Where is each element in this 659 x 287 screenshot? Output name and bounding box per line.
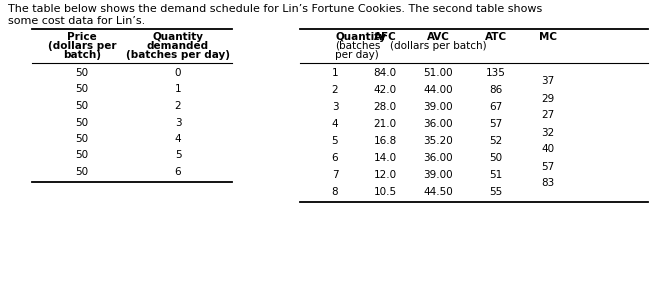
Text: 29: 29: [542, 94, 555, 104]
Text: 67: 67: [490, 102, 503, 112]
Text: Price: Price: [67, 32, 97, 42]
Text: 1: 1: [331, 68, 338, 78]
Text: 44.50: 44.50: [423, 187, 453, 197]
Text: 27: 27: [542, 110, 555, 121]
Text: 21.0: 21.0: [374, 119, 397, 129]
Text: 0: 0: [175, 68, 181, 78]
Text: 50: 50: [75, 150, 88, 160]
Text: batch): batch): [63, 50, 101, 60]
Text: 83: 83: [542, 179, 555, 189]
Text: 50: 50: [75, 134, 88, 144]
Text: (dollars per: (dollars per: [47, 41, 116, 51]
Text: 39.00: 39.00: [423, 102, 453, 112]
Text: MC: MC: [539, 32, 557, 42]
Text: 57: 57: [542, 162, 555, 172]
Text: 51: 51: [490, 170, 503, 180]
Text: 32: 32: [542, 127, 555, 137]
Text: 84.0: 84.0: [374, 68, 397, 78]
Text: 10.5: 10.5: [374, 187, 397, 197]
Text: 57: 57: [490, 119, 503, 129]
Text: 86: 86: [490, 85, 503, 95]
Text: 3: 3: [331, 102, 338, 112]
Text: 36.00: 36.00: [423, 153, 453, 163]
Text: per day): per day): [335, 50, 379, 60]
Text: some cost data for Lin’s.: some cost data for Lin’s.: [8, 16, 145, 26]
Text: 2: 2: [175, 101, 181, 111]
Text: (batches: (batches: [335, 41, 380, 51]
Text: 52: 52: [490, 136, 503, 146]
Text: 28.0: 28.0: [374, 102, 397, 112]
Text: demanded: demanded: [147, 41, 209, 51]
Text: (batches per day): (batches per day): [126, 50, 230, 60]
Text: 12.0: 12.0: [374, 170, 397, 180]
Text: 42.0: 42.0: [374, 85, 397, 95]
Text: 50: 50: [490, 153, 503, 163]
Text: 55: 55: [490, 187, 503, 197]
Text: 37: 37: [542, 77, 555, 86]
Text: 40: 40: [542, 144, 555, 154]
Text: 50: 50: [75, 117, 88, 127]
Text: Quantity: Quantity: [335, 32, 386, 42]
Text: 50: 50: [75, 167, 88, 177]
Text: (dollars per batch): (dollars per batch): [389, 41, 486, 51]
Text: 2: 2: [331, 85, 338, 95]
Text: ATC: ATC: [485, 32, 507, 42]
Text: AVC: AVC: [426, 32, 449, 42]
Text: 4: 4: [175, 134, 181, 144]
Text: AFC: AFC: [374, 32, 396, 42]
Text: 4: 4: [331, 119, 338, 129]
Text: 51.00: 51.00: [423, 68, 453, 78]
Text: 35.20: 35.20: [423, 136, 453, 146]
Text: 50: 50: [75, 68, 88, 78]
Text: The table below shows the demand schedule for Lin’s Fortune Cookies. The second : The table below shows the demand schedul…: [8, 4, 542, 14]
Text: 1: 1: [175, 84, 181, 94]
Text: 7: 7: [331, 170, 338, 180]
Text: 50: 50: [75, 101, 88, 111]
Text: 39.00: 39.00: [423, 170, 453, 180]
Text: 36.00: 36.00: [423, 119, 453, 129]
Text: 50: 50: [75, 84, 88, 94]
Text: 16.8: 16.8: [374, 136, 397, 146]
Text: 14.0: 14.0: [374, 153, 397, 163]
Text: 6: 6: [175, 167, 181, 177]
Text: 44.00: 44.00: [423, 85, 453, 95]
Text: 3: 3: [175, 117, 181, 127]
Text: 135: 135: [486, 68, 506, 78]
Text: 6: 6: [331, 153, 338, 163]
Text: 5: 5: [331, 136, 338, 146]
Text: Quantity: Quantity: [152, 32, 204, 42]
Text: 5: 5: [175, 150, 181, 160]
Text: 8: 8: [331, 187, 338, 197]
